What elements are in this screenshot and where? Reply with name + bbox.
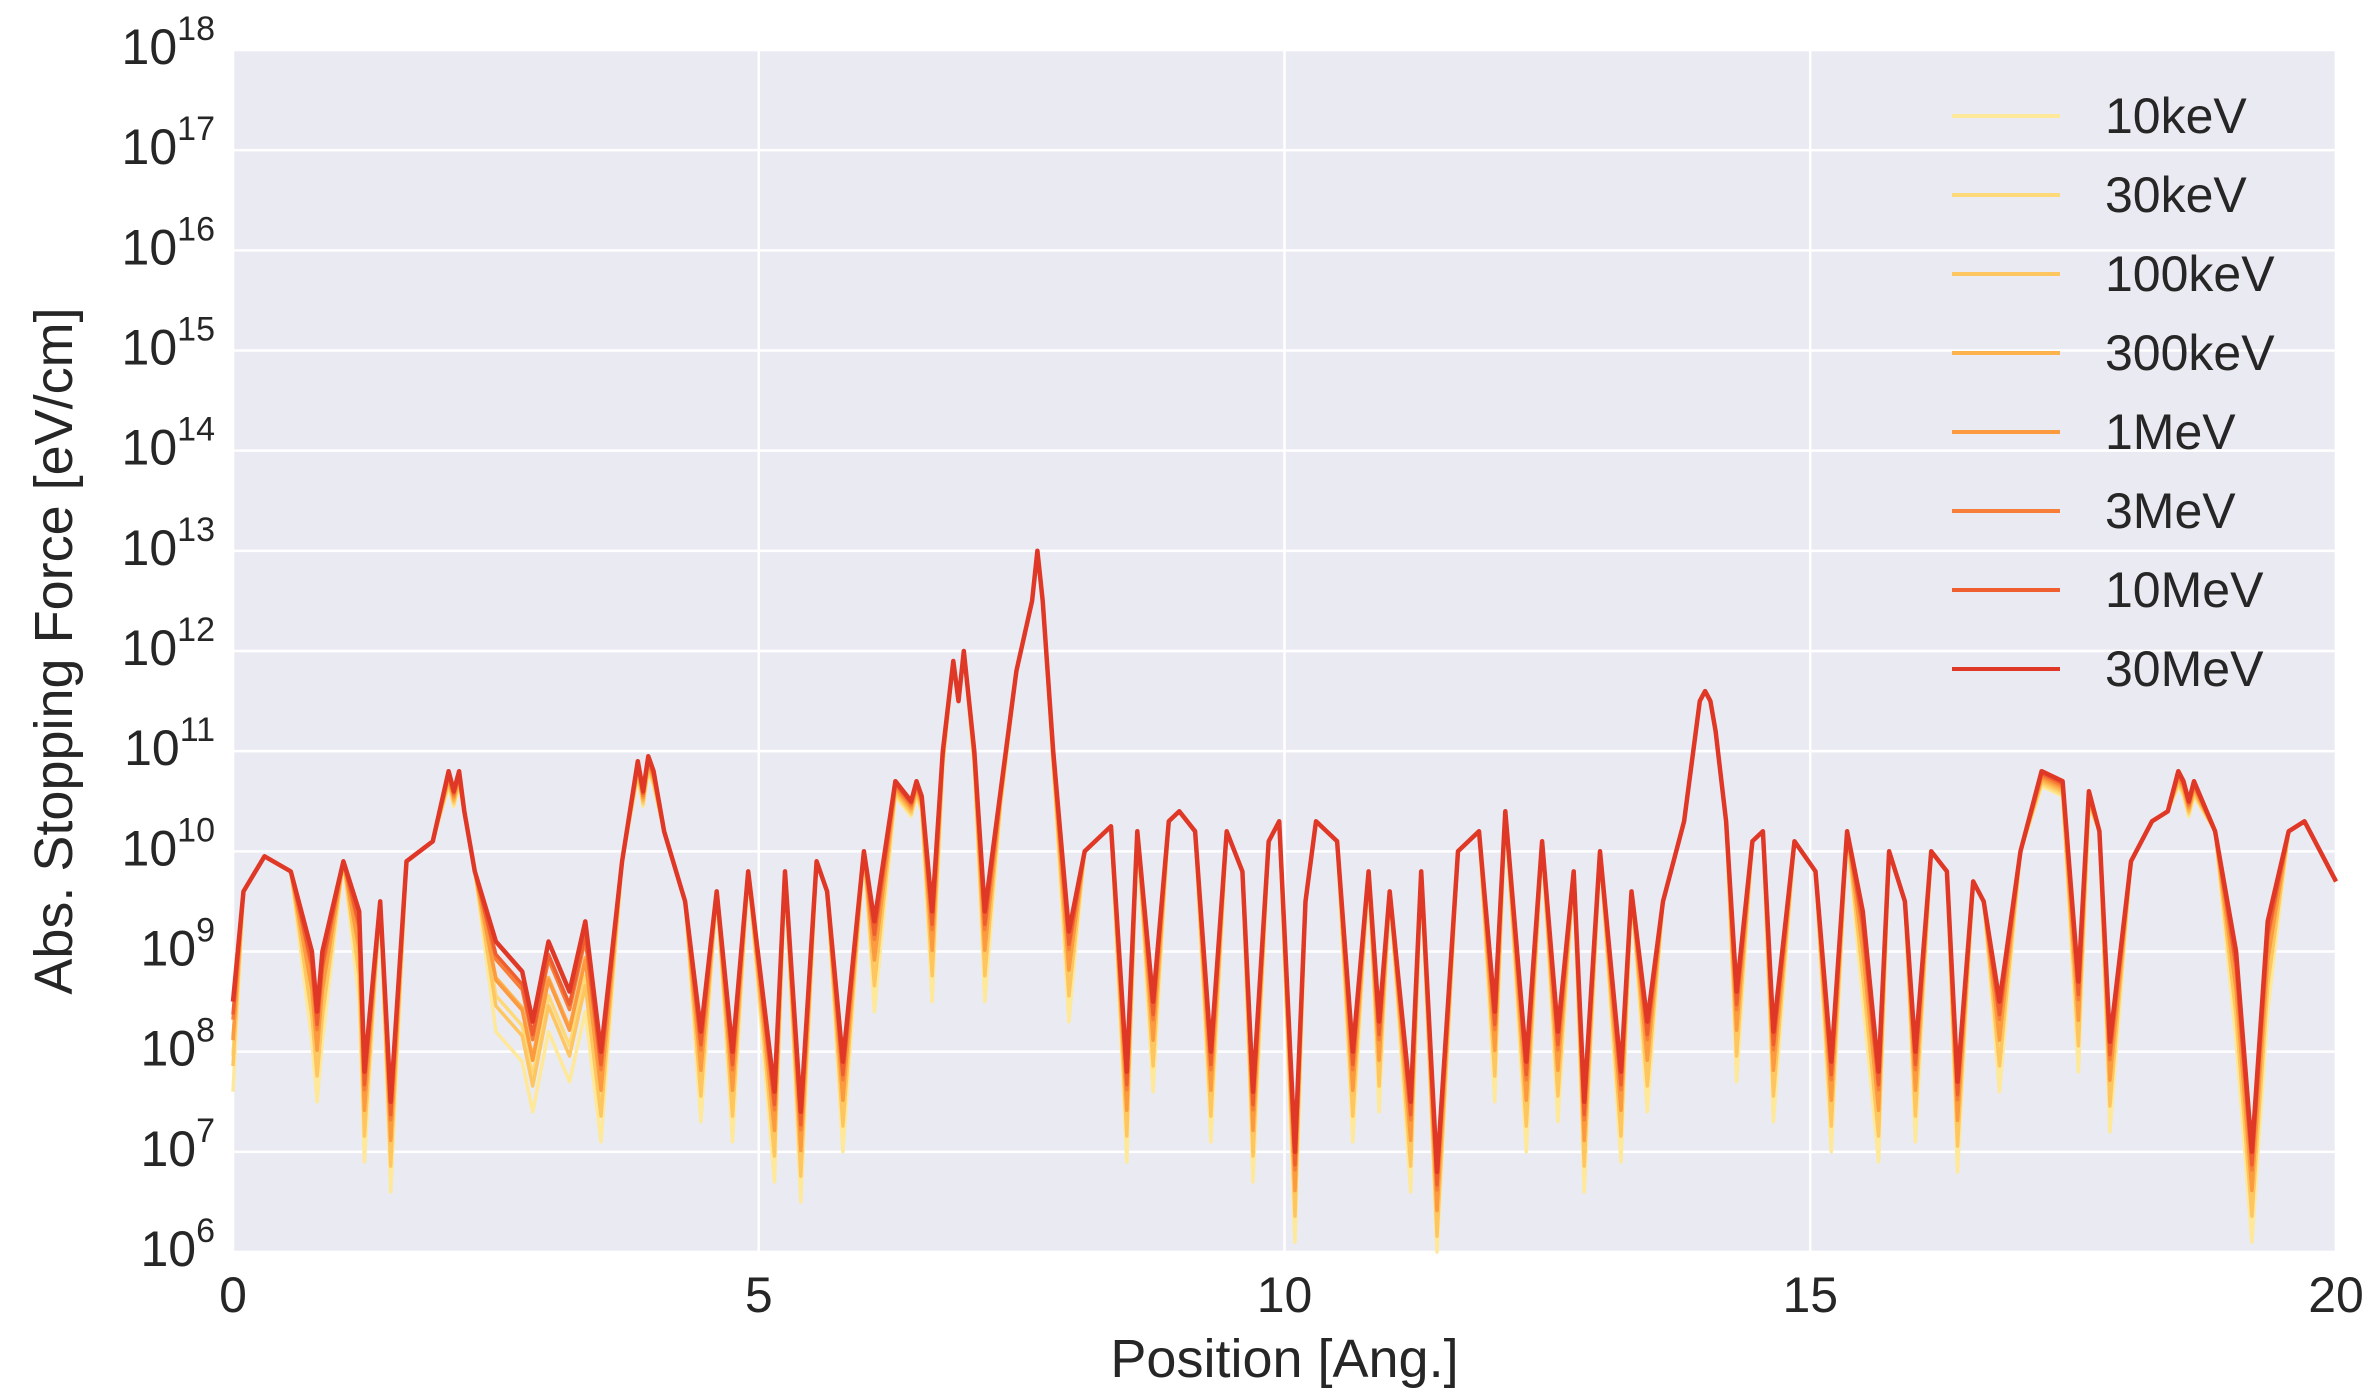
legend-label: 30MeV xyxy=(2105,641,2264,697)
legend-label: 10keV xyxy=(2105,88,2247,144)
legend-item: 100keV xyxy=(1952,246,2275,302)
legend-label: 10MeV xyxy=(2105,562,2264,618)
series-line-30MeV xyxy=(230,548,2338,1175)
series-lines xyxy=(230,548,2338,1254)
y-tick-label: 1015 xyxy=(122,311,215,376)
y-tick-label: 106 xyxy=(140,1212,215,1277)
x-tick-label: 15 xyxy=(1782,1267,1838,1323)
x-tick-label: 0 xyxy=(219,1267,247,1323)
legend-item: 10keV xyxy=(1952,88,2247,144)
y-tick-label: 1017 xyxy=(122,110,215,175)
y-tick-label: 1016 xyxy=(122,210,215,275)
y-tick-label: 107 xyxy=(140,1112,215,1177)
x-tick-label: 20 xyxy=(2308,1267,2364,1323)
y-axis-ticks: 106 107 108 109 1010 1011 1012 1013 1014 1015 1016… xyxy=(122,10,215,1277)
legend-item: 1MeV xyxy=(1952,404,2236,460)
y-tick-label: 1010 xyxy=(122,811,215,876)
y-tick-label: 1014 xyxy=(122,411,215,476)
y-tick-label: 109 xyxy=(140,912,215,977)
legend-label: 30keV xyxy=(2105,167,2247,223)
legend-item: 3MeV xyxy=(1952,483,2236,539)
legend-label: 1MeV xyxy=(2105,404,2236,460)
legend: 10keV 30keV 100keV 300keV 1MeV 3MeV 10MeV 30MeV xyxy=(1952,88,2275,697)
legend-item: 10MeV xyxy=(1952,562,2264,618)
x-tick-label: 10 xyxy=(1257,1267,1313,1323)
y-tick-label: 108 xyxy=(140,1012,215,1077)
y-tick-label: 1012 xyxy=(122,611,215,676)
x-axis-ticks: 0 5 10 15 20 xyxy=(219,1267,2364,1323)
x-tick-label: 5 xyxy=(745,1267,773,1323)
y-tick-label: 1013 xyxy=(122,511,215,576)
y-tick-label: 1011 xyxy=(124,711,215,776)
y-tick-label: 1018 xyxy=(122,10,215,75)
x-axis-label: Position [Ang.] xyxy=(1110,1329,1458,1389)
legend-item: 300keV xyxy=(1952,325,2275,381)
legend-label: 300keV xyxy=(2105,325,2275,381)
y-axis-label: Abs. Stopping Force [eV/cm] xyxy=(24,307,84,994)
legend-item: 30MeV xyxy=(1952,641,2264,697)
legend-label: 3MeV xyxy=(2105,483,2236,539)
legend-label: 100keV xyxy=(2105,246,2275,302)
legend-item: 30keV xyxy=(1952,167,2247,223)
